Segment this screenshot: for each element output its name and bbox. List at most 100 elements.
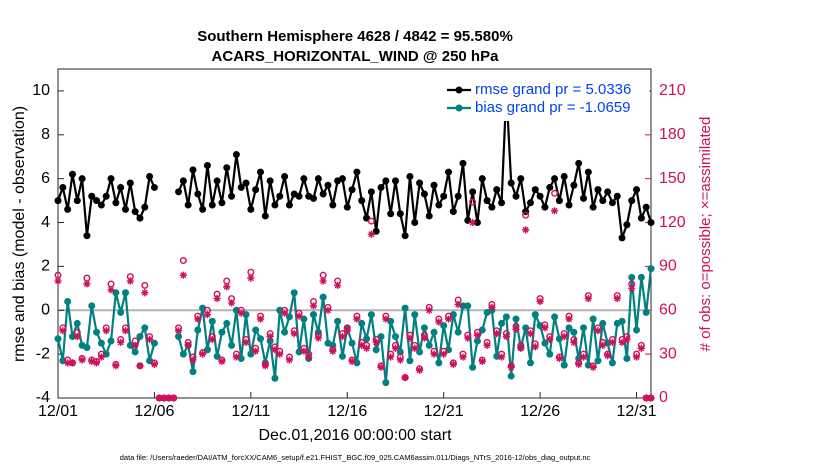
point: [285, 313, 293, 321]
point: [199, 350, 207, 358]
point: [440, 192, 448, 200]
point: [594, 357, 602, 365]
point: [102, 192, 110, 200]
point: [324, 306, 332, 314]
point: [150, 339, 158, 347]
point: [64, 297, 72, 305]
point: [93, 328, 101, 336]
point: [126, 179, 134, 187]
y-tick-label: 2: [41, 258, 50, 275]
point: [604, 351, 612, 360]
point: [469, 198, 477, 206]
legend-label: rmse grand pr = 5.0336: [475, 81, 631, 98]
point: [117, 338, 125, 347]
point: [295, 312, 303, 320]
point: [121, 289, 129, 297]
point: [531, 343, 539, 351]
point: [579, 353, 588, 361]
point: [64, 359, 72, 367]
point: [83, 344, 91, 352]
point: [184, 341, 192, 349]
point: [478, 175, 486, 183]
point: [117, 183, 125, 191]
chart-title: Southern Hemisphere 4628 / 4842 = 95.580…: [197, 28, 513, 45]
point: [430, 181, 438, 189]
point: [541, 203, 549, 211]
point: [73, 332, 81, 341]
point: [68, 359, 77, 367]
point: [546, 183, 554, 191]
point: [237, 309, 245, 317]
point: [343, 327, 351, 335]
point: [329, 201, 337, 209]
point: [223, 164, 231, 172]
point: [604, 188, 612, 196]
point: [608, 359, 616, 367]
point: [141, 203, 149, 211]
point: [512, 192, 520, 200]
point: [358, 197, 366, 205]
point: [150, 360, 159, 368]
point: [536, 192, 544, 200]
point: [228, 192, 236, 200]
point: [551, 175, 559, 183]
point: [454, 328, 462, 336]
point: [580, 194, 588, 202]
point: [348, 186, 356, 194]
point: [642, 308, 650, 316]
x-tick-label: 12/01: [38, 403, 78, 420]
point: [464, 334, 472, 342]
point: [425, 341, 433, 349]
point: [555, 354, 563, 363]
x-tick-label: 12/31: [617, 403, 657, 420]
point: [575, 159, 583, 167]
y2-tick-label: 60: [659, 301, 677, 318]
point: [203, 311, 212, 319]
point: [213, 177, 221, 185]
point: [570, 338, 578, 347]
point: [372, 346, 380, 354]
point: [455, 104, 463, 112]
point: [285, 356, 294, 364]
point: [232, 353, 240, 361]
point: [97, 339, 105, 347]
point: [391, 344, 400, 352]
point: [261, 212, 269, 220]
y-tick-label: -4: [36, 389, 50, 406]
point: [570, 181, 578, 189]
point: [170, 394, 178, 402]
point: [613, 192, 621, 200]
point: [131, 208, 139, 216]
point: [623, 355, 631, 363]
point: [78, 356, 86, 364]
point: [228, 341, 236, 349]
point: [464, 302, 472, 310]
point: [83, 232, 91, 240]
y-tick-label: 10: [32, 82, 50, 99]
point: [285, 201, 293, 209]
chart-subtitle: ACARS_HORIZONTAL_WIND @ 250 hPa: [212, 48, 500, 65]
point: [319, 293, 327, 301]
point: [469, 363, 477, 371]
point: [555, 197, 563, 205]
point: [517, 344, 525, 352]
point: [121, 327, 130, 335]
point: [420, 324, 428, 332]
point: [165, 394, 173, 402]
point: [174, 327, 183, 335]
point: [647, 265, 655, 273]
point: [247, 350, 255, 358]
point: [73, 197, 81, 205]
point: [146, 335, 154, 344]
point: [382, 177, 390, 185]
point: [454, 192, 462, 200]
point: [131, 341, 139, 349]
point: [594, 327, 602, 335]
point: [647, 394, 655, 402]
point: [599, 197, 607, 205]
y2-tick-label: 120: [659, 214, 686, 231]
point: [232, 151, 240, 159]
point: [531, 311, 539, 319]
point: [449, 208, 457, 216]
y-tick-label: 4: [41, 214, 50, 231]
